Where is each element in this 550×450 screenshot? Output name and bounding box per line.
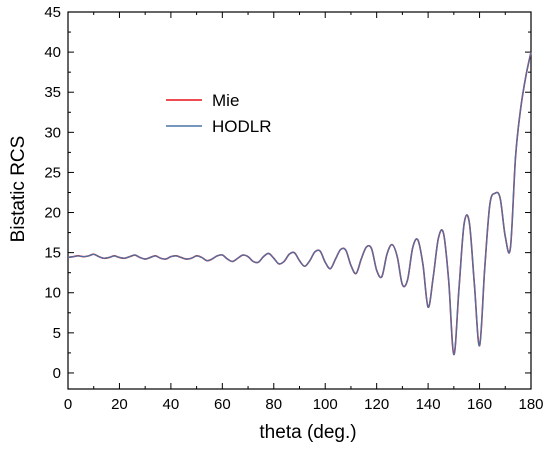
- legend-label-hodlr: HODLR: [212, 117, 272, 136]
- plot-frame: [67, 11, 532, 390]
- axes: 0 20 40 60 80 100 120 140 160 180 0 5 10 15 20 25 30 35 40…: [44, 4, 543, 413]
- y-tick-label: 45: [44, 4, 61, 21]
- y-axis-title: Bistatic RCS: [8, 136, 29, 243]
- x-tick-label: 60: [214, 396, 231, 413]
- y-tick-label: 10: [44, 285, 61, 302]
- x-axis-title: theta (deg.): [259, 422, 356, 443]
- x-tick-label: 0: [64, 396, 72, 413]
- legend-label-mie: Mie: [212, 91, 239, 110]
- y-tick-label: 30: [44, 124, 61, 141]
- legend: Mie HODLR: [166, 91, 272, 136]
- x-tick-label: 160: [467, 396, 492, 413]
- series-line-hodlr: [67, 51, 532, 356]
- y-tick-label: 40: [44, 44, 61, 61]
- y-tick-label: 20: [44, 205, 61, 222]
- y-tick-label: 35: [44, 84, 61, 101]
- x-tick-label: 120: [364, 396, 389, 413]
- series-line-mie: [67, 51, 532, 356]
- y-tick-label: 25: [44, 164, 61, 181]
- x-tick-label: 100: [313, 396, 338, 413]
- x-tick-label: 180: [518, 396, 543, 413]
- y-tick-label: 0: [53, 365, 61, 382]
- x-tick-label: 80: [265, 396, 282, 413]
- y-tick-label: 15: [44, 245, 61, 262]
- y-tick-label: 5: [53, 325, 61, 342]
- x-tick-label: 40: [163, 396, 180, 413]
- x-tick-label: 20: [111, 396, 128, 413]
- x-tick-label: 140: [416, 396, 441, 413]
- plot-area-series: [67, 51, 532, 356]
